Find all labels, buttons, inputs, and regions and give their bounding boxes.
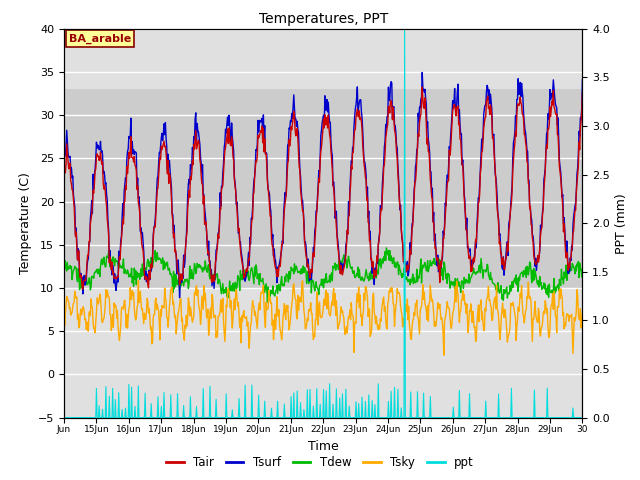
Legend: Tair, Tsurf, Tdew, Tsky, ppt: Tair, Tsurf, Tdew, Tsky, ppt bbox=[161, 452, 479, 474]
Text: BA_arable: BA_arable bbox=[69, 34, 131, 44]
Y-axis label: PPT (mm): PPT (mm) bbox=[616, 193, 628, 253]
Y-axis label: Temperature (C): Temperature (C) bbox=[19, 172, 33, 274]
X-axis label: Time: Time bbox=[308, 440, 339, 453]
Bar bbox=[64, 89, 582, 288]
Title: Temperatures, PPT: Temperatures, PPT bbox=[259, 12, 388, 26]
